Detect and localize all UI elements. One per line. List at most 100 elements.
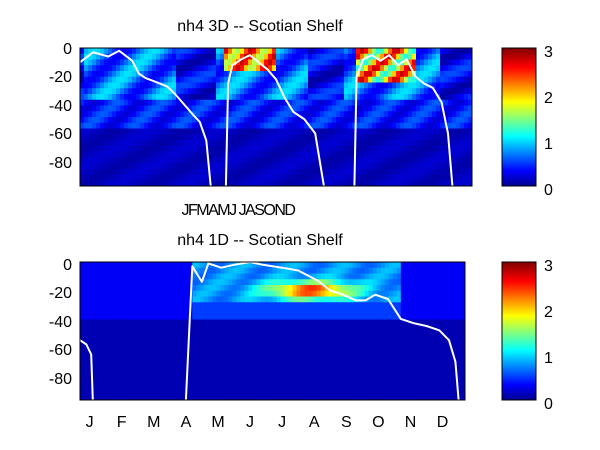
heatmap-cell [332,134,337,141]
heatmap-cell [256,365,262,372]
heatmap-cell [152,65,157,72]
heatmap-cell [356,88,361,95]
heatmap-cell [384,336,390,344]
heatmap-cell [216,285,221,292]
heatmap-cell [176,359,181,367]
heatmap-cell [244,371,250,378]
heatmap-cell [324,371,330,378]
heatmap-cell [160,65,165,72]
heatmap-cell [292,365,298,372]
heatmap-cell [244,319,250,326]
heatmap-cell [452,117,457,124]
heatmap-cell [216,377,221,384]
heatmap-cell [368,59,373,66]
heatmap-cell [400,296,406,303]
heatmap-cell [136,88,141,95]
heatmap-cell [340,273,346,280]
heatmap-cell [104,382,109,390]
heatmap-cell [108,88,113,95]
bottom-colorbar-tick: 2 [544,304,553,321]
heatmap-cell [348,302,354,309]
heatmap-cell [172,331,177,338]
heatmap-cell [348,308,354,315]
heatmap-cell [248,354,254,361]
heatmap-cell [296,342,302,349]
heatmap-cell [224,117,229,124]
heatmap-cell [200,308,205,315]
heatmap-cell [304,296,310,303]
heatmap-cell [100,65,105,72]
heatmap-cell [364,371,370,378]
heatmap-cell [108,342,113,349]
heatmap-cell [320,82,325,89]
heatmap-cell [168,117,173,124]
heatmap-cell [360,53,365,61]
heatmap-cell [392,313,398,321]
heatmap-cell [168,302,173,309]
heatmap-cell [192,82,197,89]
heatmap-cell [152,105,157,112]
heatmap-cell [164,377,169,384]
heatmap-cell [260,336,266,344]
heatmap-cell [460,348,465,355]
heatmap-cell [216,111,221,118]
heatmap-cell [408,105,413,112]
heatmap-cell [212,82,217,89]
heatmap-cell [436,53,441,61]
heatmap-cell [388,111,393,118]
heatmap-cell [116,134,121,141]
heatmap-cell [136,163,141,170]
heatmap-cell [336,157,341,164]
heatmap-cell [160,174,165,181]
heatmap-cell [192,65,197,72]
heatmap-cell [312,359,318,367]
heatmap-cell [440,140,445,147]
heatmap-cell [96,94,101,101]
heatmap-cell [296,302,302,309]
heatmap-cell [464,59,469,66]
heatmap-cell [256,354,262,361]
heatmap-cell [328,82,333,89]
heatmap-cell [196,134,201,141]
heatmap-cell [284,290,290,298]
heatmap-cell [316,94,321,101]
heatmap-cell [416,88,421,95]
heatmap-cell [268,285,274,292]
heatmap-cell [168,168,173,176]
heatmap-cell [316,336,322,344]
heatmap-cell [156,76,161,84]
heatmap-cell [440,174,445,181]
heatmap-cell [196,382,201,390]
heatmap-cell [412,99,417,107]
heatmap-cell [196,53,201,61]
heatmap-cell [380,88,385,95]
heatmap-cell [232,111,237,118]
heatmap-cell [344,382,350,390]
heatmap-cell [132,336,137,344]
heatmap-cell [244,88,249,95]
heatmap-cell [468,71,472,78]
heatmap-cell [236,94,241,101]
heatmap-cell [432,174,437,181]
heatmap-cell [160,296,165,303]
heatmap-cell [424,342,430,349]
heatmap-cell [348,134,353,141]
heatmap-cell [324,267,330,275]
heatmap-cell [452,342,458,349]
heatmap-cell [120,145,125,153]
heatmap-cell [168,336,173,344]
heatmap-cell [352,134,357,141]
heatmap-cell [376,174,381,181]
heatmap-cell [220,174,225,181]
heatmap-cell [388,65,393,72]
heatmap-cell [380,273,386,280]
heatmap-cell [436,388,442,395]
heatmap-cell [264,354,270,361]
heatmap-cell [460,122,465,130]
heatmap-cell [188,48,193,55]
heatmap-cell [184,296,189,303]
heatmap-cell [464,99,469,107]
heatmap-cell [120,122,125,130]
heatmap-cell [128,348,133,355]
heatmap-cell [288,122,293,130]
